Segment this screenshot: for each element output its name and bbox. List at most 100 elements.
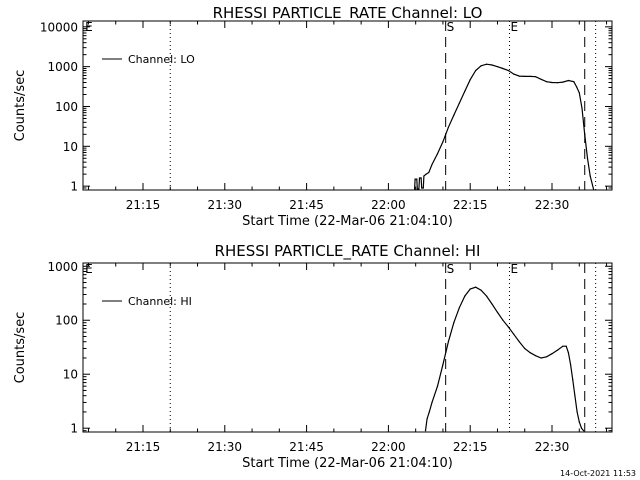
x-tick-label: 22:30 (535, 198, 570, 212)
data-point (431, 163, 433, 166)
data-point (428, 411, 430, 413)
data-point (578, 421, 580, 423)
data-point (565, 345, 567, 347)
data-point (423, 175, 425, 177)
data-point (535, 355, 537, 357)
plot-frame (82, 262, 613, 433)
data-point (546, 356, 548, 358)
data-point (414, 188, 416, 190)
data-point (436, 385, 439, 387)
data-series-line (424, 286, 585, 432)
data-point (518, 341, 520, 343)
marker-label: S (447, 262, 455, 276)
data-point (464, 295, 466, 297)
x-tick-label: 21:30 (207, 198, 242, 212)
data-point (436, 153, 439, 155)
x-tick-label: 21:30 (207, 440, 242, 454)
data-point (447, 341, 449, 343)
data-point (576, 86, 578, 88)
data-point (556, 349, 559, 351)
figure-timestamp: 14-Oct-2021 11:53 (560, 469, 636, 478)
y-tick-label: 1 (70, 180, 78, 194)
y-axis-label: Counts/sec (13, 70, 28, 142)
y-tick-label: 1 (70, 422, 78, 436)
data-point (422, 187, 424, 189)
data-point (425, 173, 427, 175)
data-point (507, 69, 509, 72)
data-point (420, 177, 422, 179)
data-point (431, 401, 433, 403)
data-point (469, 79, 471, 81)
data-point (551, 353, 553, 355)
marker-label: E (510, 262, 518, 276)
y-tick-label: 10000 (40, 20, 78, 34)
data-point (513, 333, 515, 335)
data-point (567, 352, 570, 354)
data-point (578, 92, 580, 94)
chart-panel-2: RHESSI PARTICLE_RATE Channel: HI 1 10 100 10… (13, 242, 613, 471)
data-point (529, 75, 531, 77)
data-point (580, 427, 583, 429)
data-point (428, 171, 430, 174)
data-point (442, 141, 444, 143)
data-point (567, 79, 570, 82)
x-tick-label: 22:00 (371, 440, 406, 454)
chart-title: RHESSI PARTICLE_RATE Channel: HI (215, 242, 481, 261)
data-point (570, 364, 572, 366)
y-tick-label: 100 (55, 314, 78, 328)
x-tick-label: 21:15 (126, 198, 161, 212)
legend-label: Channel: HI (128, 295, 192, 308)
data-point (447, 126, 449, 128)
x-tick-label: 22:00 (371, 198, 406, 212)
data-point (416, 178, 418, 180)
data-point (546, 81, 548, 83)
data-series-line (414, 63, 595, 190)
x-tick-label: 21:45 (289, 198, 324, 212)
data-point (583, 430, 585, 432)
data-point (424, 430, 427, 432)
data-point (475, 286, 477, 288)
data-point (464, 90, 466, 92)
data-point (562, 81, 564, 83)
x-tick-label: 21:45 (289, 440, 324, 454)
data-point (469, 288, 471, 290)
legend-label: Channel: LO (128, 53, 195, 66)
data-point (540, 78, 542, 80)
data-point (480, 65, 482, 67)
data-point (502, 67, 504, 70)
data-point (592, 188, 595, 190)
data-point (426, 418, 428, 420)
data-point (480, 289, 482, 291)
plot-frame (82, 20, 613, 191)
data-point (576, 411, 578, 413)
x-tick-label: 22:15 (453, 440, 488, 454)
marker-label: E (85, 262, 93, 276)
data-point (574, 395, 576, 397)
data-point (562, 345, 564, 347)
data-point (573, 81, 575, 83)
data-point (496, 311, 499, 313)
data-point (442, 364, 444, 366)
data-point (414, 178, 416, 180)
x-tick-label: 22:30 (535, 440, 570, 454)
y-tick-label: 1000 (47, 260, 78, 274)
data-point (572, 378, 574, 380)
chart-title: RHESSI PARTICLE_RATE Channel: LO (213, 4, 483, 23)
data-point (491, 303, 493, 305)
data-point (529, 352, 531, 354)
x-axis-label: Start Time (22-Mar-06 21:04:10) (242, 214, 453, 229)
data-point (524, 347, 526, 350)
x-tick-label: 21:15 (126, 440, 161, 454)
data-point (586, 157, 589, 159)
data-point (491, 64, 493, 66)
marker-label: E (85, 20, 93, 34)
data-point (453, 114, 455, 116)
y-tick-label: 100 (55, 100, 78, 114)
data-point (589, 175, 591, 177)
data-point (486, 295, 488, 297)
y-tick-label: 10 (63, 368, 78, 382)
marker-label: E (510, 20, 518, 34)
data-point (524, 75, 526, 77)
data-point (496, 66, 499, 68)
y-tick-label: 1000 (47, 60, 78, 74)
